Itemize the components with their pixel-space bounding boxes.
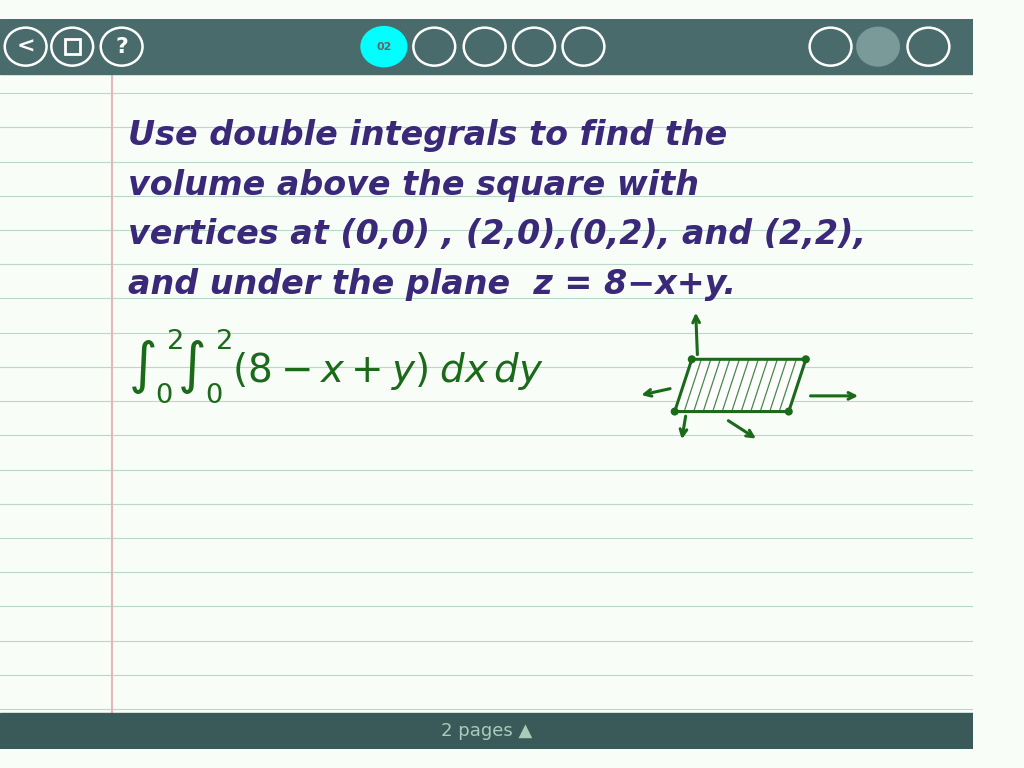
Text: Use double integrals to find the: Use double integrals to find the — [128, 120, 727, 153]
Text: $\int_0^{\,2} \!\int_0^{\,2} (8 - x + y)\; dx\, dy$: $\int_0^{\,2} \!\int_0^{\,2} (8 - x + y)… — [128, 327, 544, 406]
Circle shape — [803, 356, 809, 362]
Ellipse shape — [857, 28, 899, 65]
Text: volume above the square with: volume above the square with — [128, 169, 699, 202]
Text: <: < — [16, 37, 35, 57]
Circle shape — [688, 356, 695, 362]
Polygon shape — [675, 359, 806, 412]
Bar — [0, 19, 973, 74]
Circle shape — [672, 409, 678, 415]
Text: 2 pages ▲: 2 pages ▲ — [441, 722, 532, 740]
Text: 02: 02 — [376, 41, 391, 51]
Text: ?: ? — [115, 37, 128, 57]
Bar — [0, 74, 973, 713]
Circle shape — [785, 409, 792, 415]
Text: and under the plane  z = 8−x+y.: and under the plane z = 8−x+y. — [128, 268, 736, 301]
Bar — [0, 713, 973, 749]
Bar — [65, 39, 80, 55]
Text: vertices at (0,0) , (2,0),(0,2), and (2,2),: vertices at (0,0) , (2,0),(0,2), and (2,… — [128, 218, 866, 251]
Ellipse shape — [362, 28, 406, 65]
